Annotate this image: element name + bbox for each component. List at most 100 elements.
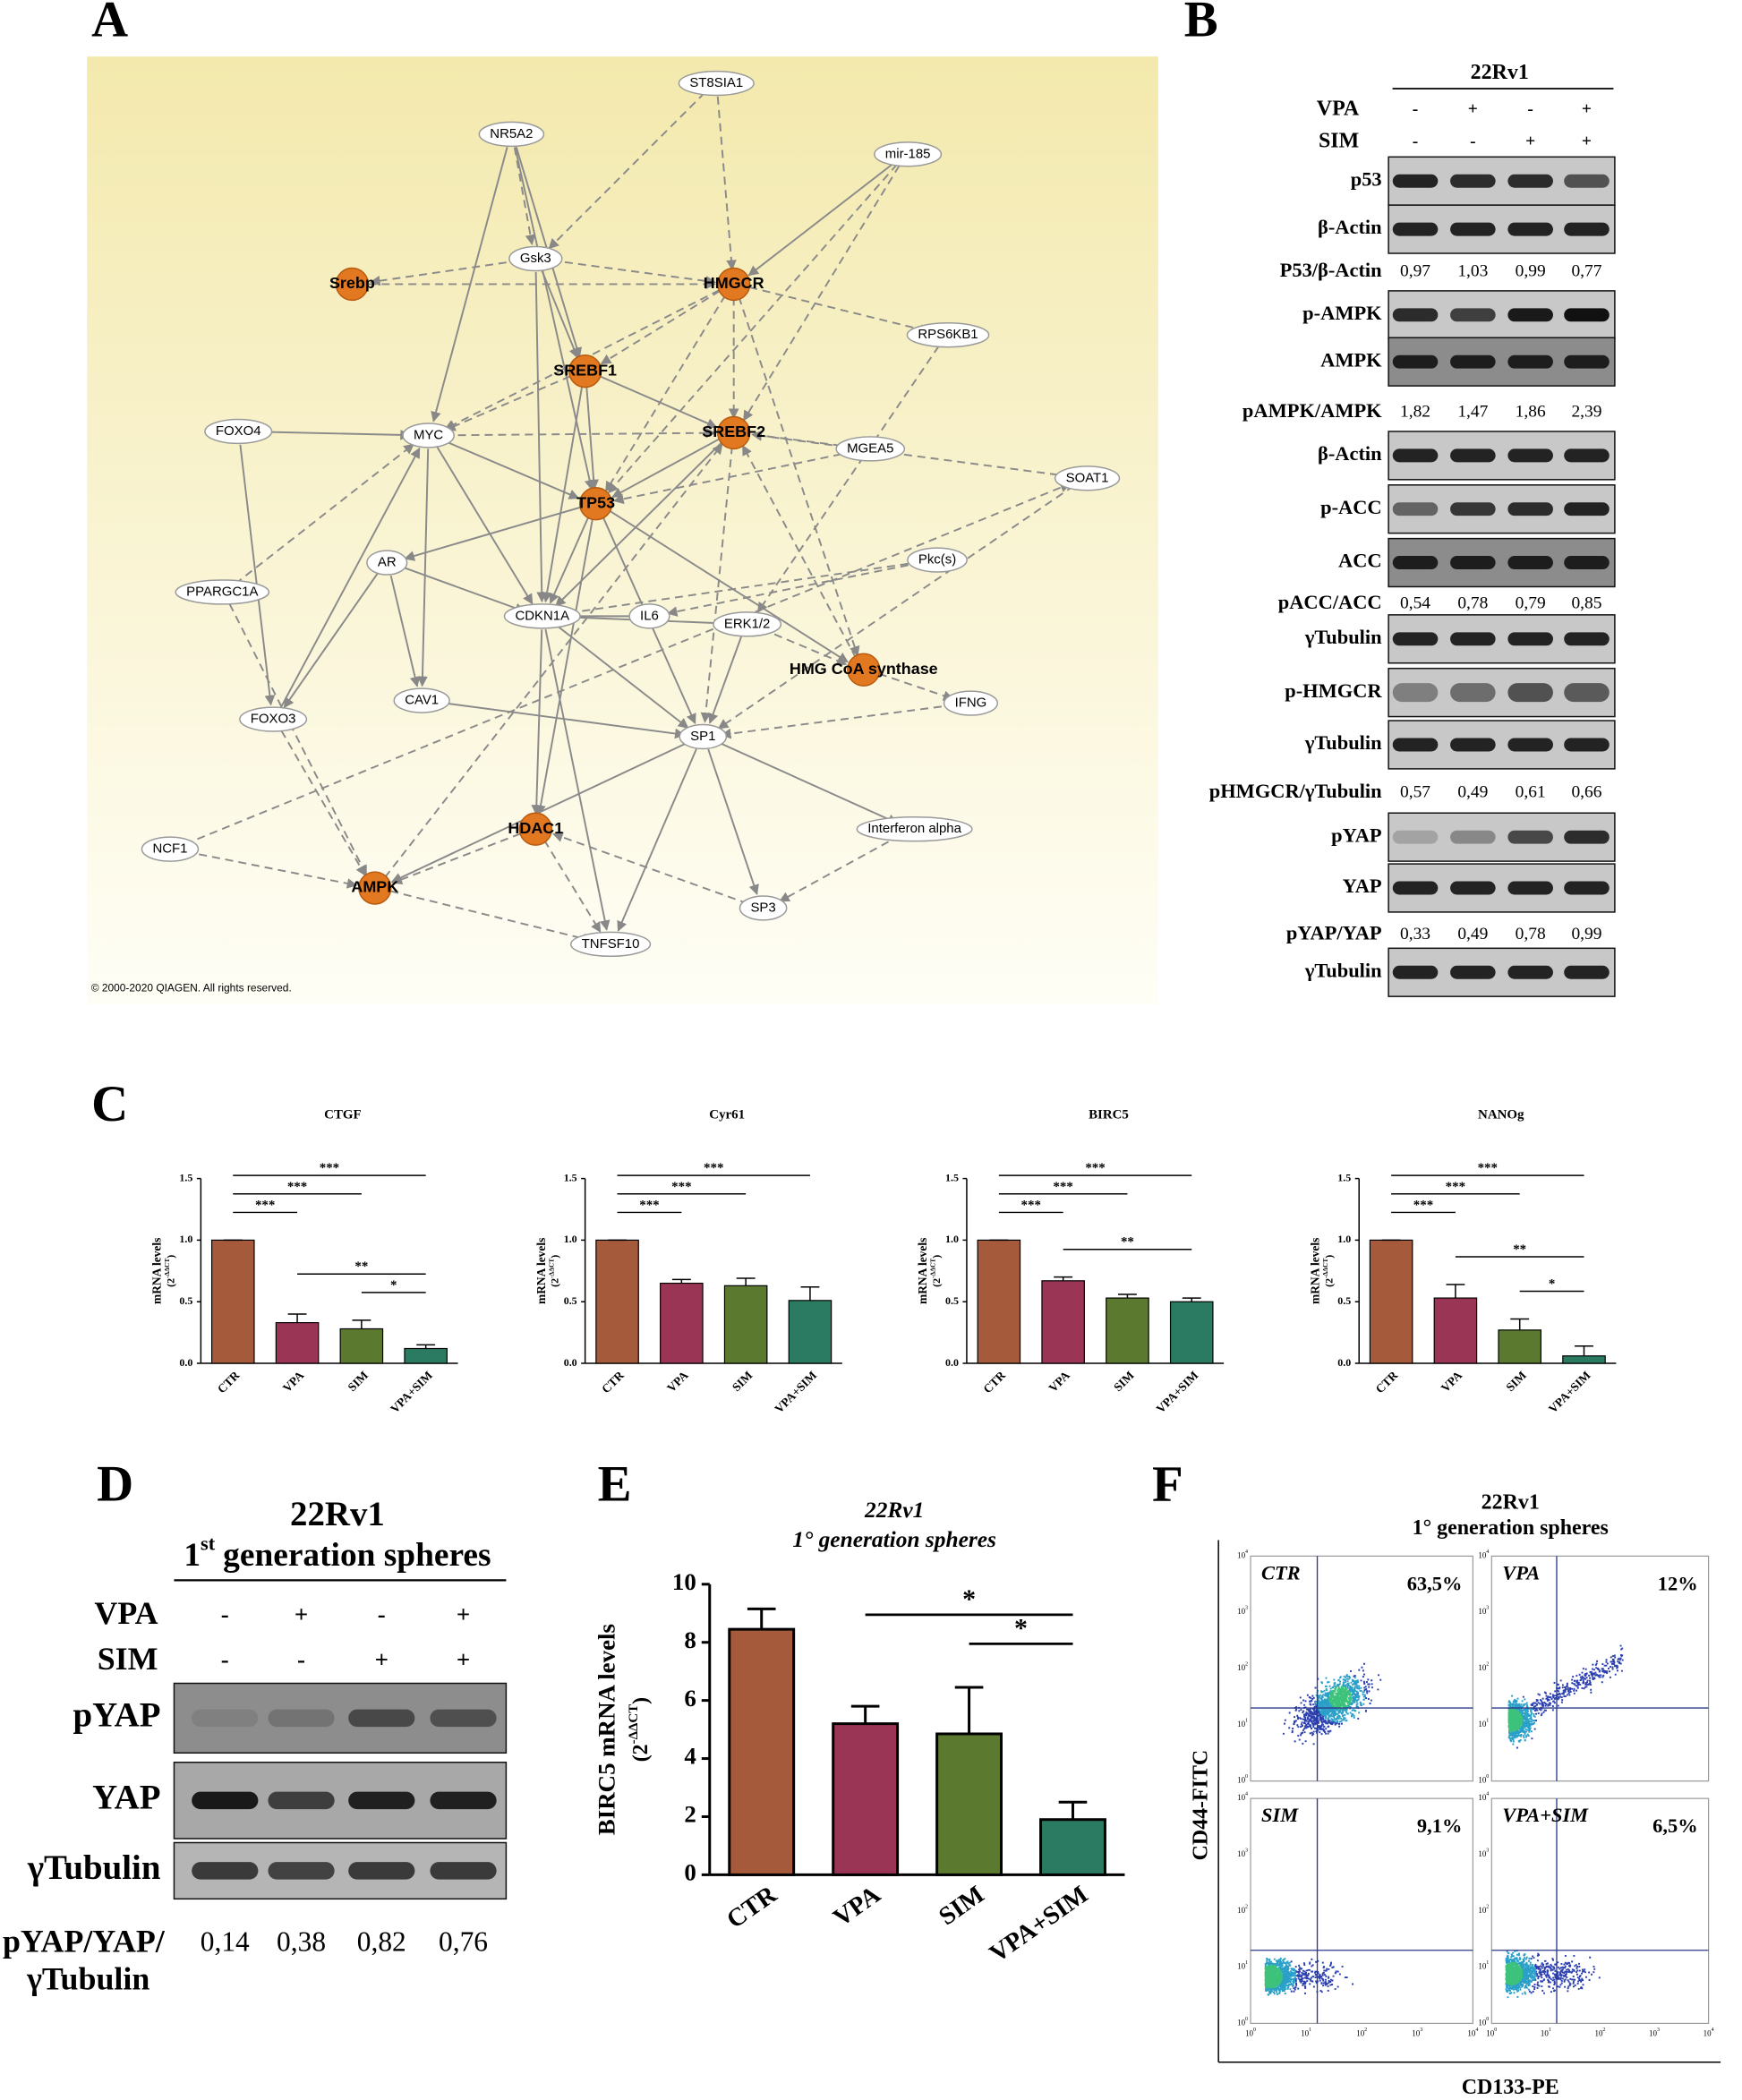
y-tick-label: 1.0 [179, 1233, 192, 1245]
network-edge [437, 701, 686, 739]
network-edge [716, 96, 737, 271]
significance-label: ** [354, 1259, 368, 1274]
network-edge [617, 748, 697, 932]
treatment-sign: - [1413, 99, 1418, 118]
y-tick-label: 100 [1478, 1775, 1489, 1785]
x-tick-label: VPA+SIM [772, 1368, 819, 1415]
y-tick-label: 102 [1237, 1905, 1248, 1915]
d-band [268, 1791, 335, 1810]
treatment-sign: - [1527, 99, 1533, 118]
x-axis-label: CD133-PE [1462, 2076, 1559, 2099]
x-tick-label: VPA [664, 1368, 691, 1395]
y-tick-label: 102 [1237, 1662, 1248, 1672]
network-edge [756, 345, 940, 613]
network-node [713, 611, 782, 637]
tick-exponent: 4 [1245, 1549, 1248, 1555]
tick-base: 10 [1478, 2018, 1486, 2027]
x-tick-label: 102 [1356, 2027, 1367, 2037]
ratio-label: γTubulin [26, 1960, 149, 1996]
unit-exponent: -ΔΔCT [928, 1259, 936, 1278]
row-label: γTubulin [1304, 731, 1382, 754]
treatment-sign: - [221, 1646, 229, 1673]
panel-label: D [97, 1456, 133, 1513]
treatment-sign: + [375, 1646, 389, 1673]
unit-end: ) [930, 1255, 943, 1259]
b-band [1507, 502, 1553, 516]
network-node-label: CAV1 [405, 693, 439, 708]
network-node-label: SREBF2 [702, 423, 765, 440]
network-edge [717, 484, 1075, 730]
tick-base: 10 [1237, 2018, 1245, 2027]
bar [210, 1239, 255, 1364]
bar [1169, 1301, 1214, 1364]
flow-events [1505, 1961, 1524, 1986]
chart-title: BIRC5 [1089, 1108, 1129, 1123]
ratio-value: 2,39 [1571, 402, 1601, 421]
unit-end: ) [1322, 1255, 1335, 1259]
b-band [1507, 881, 1553, 895]
row-label: pHMGCR/γTubulin [1209, 780, 1382, 802]
y-tick-label: 104 [1478, 1792, 1489, 1802]
b-band [1564, 965, 1610, 979]
d-band [268, 1862, 335, 1880]
y-tick-label: 0.5 [1337, 1294, 1351, 1307]
unit-base: (2 [164, 1278, 176, 1287]
network-edge [389, 575, 421, 687]
tick-exponent: 2 [1245, 1662, 1248, 1668]
b-band [1564, 738, 1610, 752]
tick-exponent: 0 [1245, 2017, 1248, 2022]
network-edge [559, 560, 922, 619]
y-tick-label: 100 [1237, 1775, 1248, 1785]
y-tick-label: 102 [1478, 1905, 1489, 1915]
network-edge [543, 840, 602, 934]
ratio-value: 0,79 [1516, 593, 1546, 612]
b-band [1564, 308, 1610, 322]
significance-label: *** [1413, 1198, 1433, 1212]
d-band [348, 1709, 415, 1728]
ratio-value: 0,82 [357, 1925, 406, 1957]
ratio-value: 0,61 [1516, 782, 1546, 801]
x-tick-label: 102 [1594, 2027, 1605, 2037]
chart-subtitle: 1° generation spheres [792, 1527, 996, 1552]
b-band [1507, 354, 1553, 369]
network-node [569, 931, 652, 958]
b-band [1507, 738, 1553, 752]
x-tick-label: 101 [1541, 2027, 1551, 2037]
y-tick-label: 0.5 [564, 1294, 577, 1307]
network-edge [254, 430, 411, 440]
tick-exponent: 2 [1602, 2027, 1605, 2033]
b-band [1450, 830, 1496, 844]
subtitle: 1st generation spheres [184, 1532, 491, 1574]
tick-base: 10 [1478, 1550, 1486, 1559]
network-node [1054, 465, 1121, 491]
tick-base: 10 [1237, 1906, 1245, 1915]
treatment-sign: - [1470, 132, 1475, 150]
x-tick-label: VPA+SIM [985, 1881, 1093, 1968]
ratio-label: pYAP/YAP/ [3, 1923, 166, 1959]
network-edge [531, 629, 543, 815]
network-node-highlight [518, 812, 553, 846]
y-tick-label: 103 [1237, 1606, 1248, 1616]
b-band [1564, 222, 1610, 236]
network-node [239, 706, 308, 732]
network-node-label: RPS6KB1 [918, 327, 978, 342]
network-node-label: HMGCR [704, 274, 764, 292]
y-tick-label: 104 [1478, 1549, 1489, 1559]
ratio-value: 1,03 [1457, 261, 1488, 280]
flow-events [1328, 1686, 1353, 1710]
network-node-label: TNFSF10 [582, 936, 640, 952]
network-node-label: AMPK [351, 878, 398, 896]
unit-exponent: -ΔΔCT [627, 1704, 641, 1744]
network-background [87, 56, 1158, 1005]
chart-title: NANOg [1478, 1108, 1524, 1123]
x-tick-label: 104 [1467, 2027, 1478, 2037]
y-tick-label: 1.0 [1337, 1233, 1351, 1245]
network-node [503, 603, 581, 629]
flow-events [1507, 1708, 1524, 1733]
b-band [1564, 881, 1610, 895]
y-tick-label: 0.5 [179, 1294, 192, 1307]
row-label: AMPK [1320, 348, 1382, 371]
d-band [192, 1709, 259, 1728]
tick-base: 10 [1412, 2028, 1420, 2037]
